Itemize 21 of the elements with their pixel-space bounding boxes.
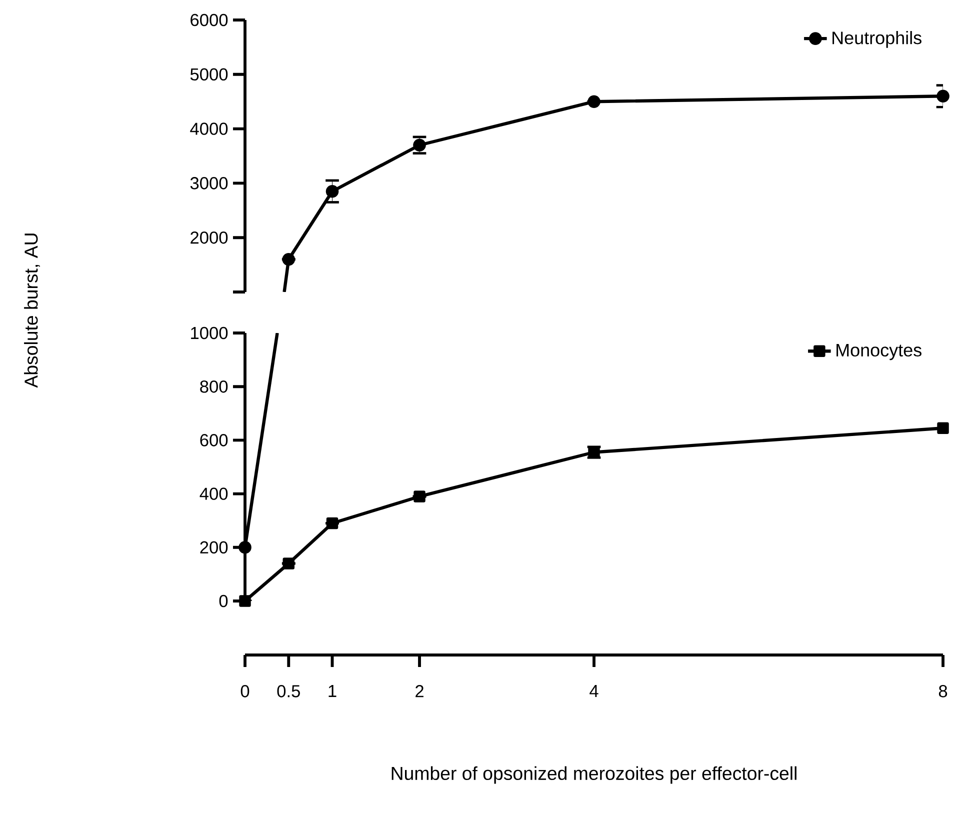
y-tick-label: 800 xyxy=(200,380,228,393)
x-tick-label: 8 xyxy=(938,685,948,698)
x-tick-label: 0.5 xyxy=(277,685,300,698)
y-tick-label: 2000 xyxy=(190,231,228,244)
x-axis-title: Number of opsonized merozoites per effector-cell xyxy=(392,766,796,784)
y-tick-label: 0 xyxy=(219,594,228,608)
y-tick-label: 4000 xyxy=(190,122,228,135)
y-tick-label: 200 xyxy=(200,541,228,554)
legend-label: Monocytes xyxy=(836,344,922,360)
y-axis-title: Absolute burst, AU xyxy=(24,234,40,388)
x-tick-label: 2 xyxy=(416,685,424,698)
y-tick-label: 400 xyxy=(200,488,228,500)
y-tick-label: 3000 xyxy=(190,177,228,190)
y-tick-label: 1000 xyxy=(191,326,228,340)
x-tick-label: 1 xyxy=(328,685,336,697)
x-tick-label: 4 xyxy=(590,685,598,697)
x-tick-label: 0 xyxy=(240,685,250,698)
y-tick-label: 600 xyxy=(200,434,228,446)
y-tick-label: 6000 xyxy=(190,14,228,26)
y-tick-label: 5000 xyxy=(190,68,228,81)
legend-label: Neutrophils xyxy=(832,31,922,48)
